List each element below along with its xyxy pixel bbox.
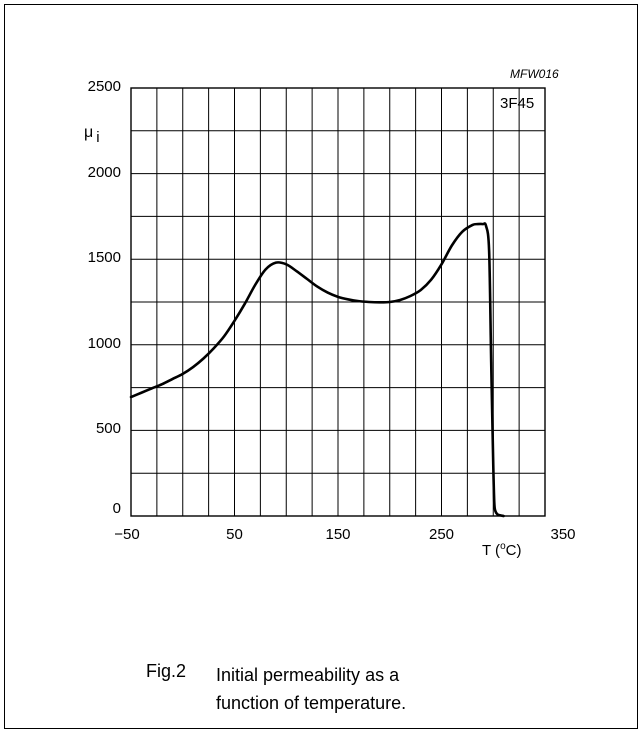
x-axis-label-degree: o — [500, 541, 506, 552]
x-tick-label: 150 — [325, 526, 351, 543]
x-tick-label: −50 — [114, 526, 140, 543]
x-axis-label: T (oC) — [482, 541, 521, 559]
figure-number: Fig.2 — [146, 661, 187, 681]
x-axis-label-prefix: T ( — [482, 542, 501, 559]
chart-id-code: MFW016 — [510, 67, 559, 81]
x-tick-label: 350 — [550, 526, 576, 543]
y-tick-label: 2000 — [87, 163, 121, 181]
x-tick-label: 50 — [226, 526, 243, 543]
y-axis-label-symbol: μ — [84, 124, 94, 141]
plot-area-border — [130, 87, 546, 517]
y-tick-label: 500 — [95, 420, 121, 438]
x-axis-label-suffix: C) — [505, 542, 522, 559]
material-grade-label: 3F45 — [500, 95, 535, 112]
y-tick-label: 0 — [112, 500, 121, 517]
y-tick-label: 2500 — [87, 78, 121, 95]
caption-line-1: Initial permeability as a — [216, 665, 400, 685]
figure-caption: Initial permeability as a function of te… — [216, 661, 406, 717]
y-axis-label-subscript: i — [96, 129, 100, 146]
figure-frame — [4, 4, 638, 729]
permeability-curve — [129, 222, 505, 518]
caption-line-2: function of temperature. — [216, 693, 407, 713]
y-tick-label: 1500 — [87, 249, 121, 267]
x-tick-label: 250 — [428, 526, 455, 543]
y-tick-label: 1000 — [87, 334, 121, 352]
